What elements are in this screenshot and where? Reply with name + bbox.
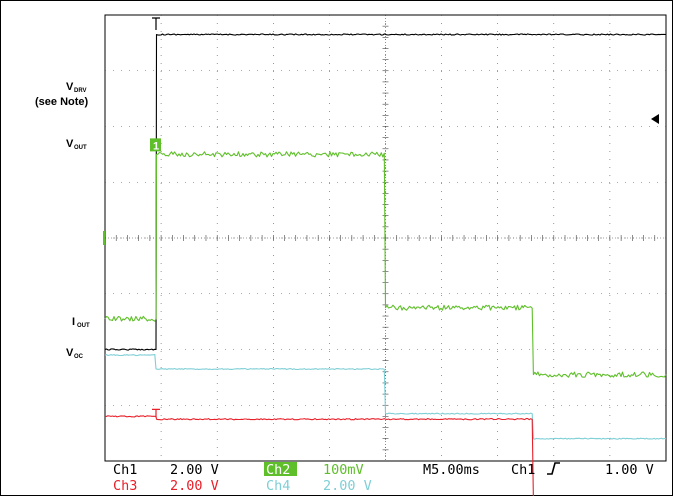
svg-text:OUT: OUT: [77, 323, 90, 329]
svg-text:DRV: DRV: [74, 88, 87, 94]
status-ch3: Ch3: [113, 478, 137, 494]
trace-ch1: [104, 33, 667, 351]
svg-text:V: V: [66, 138, 74, 150]
svg-text:OC: OC: [74, 354, 84, 360]
status-ch2: Ch2: [266, 462, 290, 478]
status-ch3-scale: 2.00 V: [170, 478, 219, 494]
trigger-edge-icon: [547, 462, 560, 475]
svg-text:V: V: [66, 81, 74, 93]
label-iout: I OUT: [72, 316, 90, 329]
label-vdrv: V DRV (see Note): [35, 81, 89, 108]
trace-ch4: [105, 415, 534, 496]
status-timebase: M5.00ms: [423, 462, 480, 478]
label-vout: V OUT: [66, 138, 87, 151]
svg-text:I: I: [72, 316, 75, 328]
status-ch1: Ch1: [113, 462, 137, 478]
label-voc: V OC: [66, 347, 84, 360]
label-see-note: (see Note): [35, 96, 89, 108]
status-trigger-level: 1.00 V: [605, 462, 654, 478]
ch2-badge: [264, 462, 297, 476]
status-ch4: Ch4: [266, 478, 290, 494]
status-ch4-scale: 2.00 V: [323, 478, 372, 494]
ch2-marker-box: [150, 138, 161, 152]
status-bar: Ch1 2.00 V Ch2 100mV M5.00ms Ch1 1.00 V …: [113, 462, 654, 494]
svg-text:V: V: [66, 347, 74, 359]
trace-ch2: [104, 354, 667, 440]
status-trigger-source: Ch1: [511, 462, 535, 478]
markers: 1: [103, 17, 161, 418]
svg-text:OUT: OUT: [74, 145, 87, 151]
ch3-trigger-marker: [152, 408, 160, 418]
trigger-level-arrow-icon: [651, 114, 659, 124]
status-ch1-scale: 2.00 V: [170, 462, 219, 478]
status-ch2-scale: 100mV: [323, 462, 364, 478]
trace-ch3: [104, 151, 667, 378]
ch2-marker-label: 1: [153, 140, 159, 152]
trigger-position-marker: [152, 17, 160, 30]
traces: [104, 33, 667, 496]
